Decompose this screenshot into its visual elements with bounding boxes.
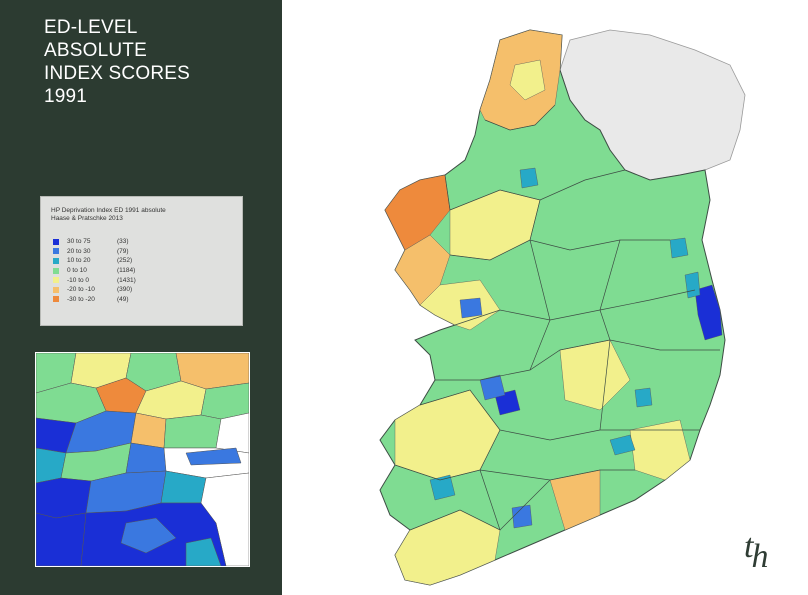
legend-range: 30 to 75: [67, 238, 91, 246]
legend-count: (33): [117, 238, 129, 246]
legend-item: -10 to 0 (1431): [53, 275, 157, 285]
legend-count: (252): [117, 257, 133, 265]
legend-count: (1184): [117, 267, 136, 275]
legend-item: -30 to -20 (49): [53, 295, 157, 305]
legend-item: -20 to -10 (390): [53, 285, 157, 295]
legend-item: 0 to 10 (1184): [53, 266, 157, 276]
map-legend: HP Deprivation Index ED 1991 absolute Ha…: [40, 196, 243, 326]
legend-rows: 30 to 75 (33) 20 to 30 (79) 10 to 20 (252) 0 t…: [53, 237, 157, 304]
legend-count: (390): [117, 286, 133, 294]
brand-logo: th: [744, 528, 768, 575]
legend-swatch: [53, 248, 59, 255]
legend-swatch: [53, 238, 59, 245]
legend-range: 20 to 30: [67, 247, 91, 255]
legend-range: 10 to 20: [67, 257, 91, 265]
legend-swatch: [53, 277, 59, 284]
legend-item: 10 to 20 (252): [53, 256, 157, 266]
legend-swatch: [53, 286, 59, 293]
legend-swatch: [53, 296, 59, 303]
legend-item: 20 to 30 (79): [53, 247, 157, 257]
legend-count: (79): [117, 247, 129, 255]
dublin-area: [694, 284, 723, 341]
slide-title: ED-LEVEL ABSOLUTE INDEX SCORES 1991: [44, 17, 190, 107]
legend-range: -30 to -20: [67, 295, 95, 303]
legend-count: (1431): [117, 276, 136, 284]
legend-item: 30 to 75 (33): [53, 237, 157, 247]
legend-title: HP Deprivation Index ED 1991 absolute Ha…: [51, 207, 166, 222]
legend-swatch: [53, 267, 59, 274]
ireland-deprivation-map: [379, 29, 746, 586]
legend-range: -20 to -10: [67, 286, 95, 294]
legend-range: -10 to 0: [67, 276, 90, 284]
legend-swatch: [53, 257, 59, 264]
dublin-inset-map: [35, 352, 250, 567]
sidebar-panel: ED-LEVEL ABSOLUTE INDEX SCORES 1991 HP D…: [0, 0, 282, 595]
legend-count: (49): [117, 295, 129, 303]
legend-range: 0 to 10: [67, 267, 87, 275]
